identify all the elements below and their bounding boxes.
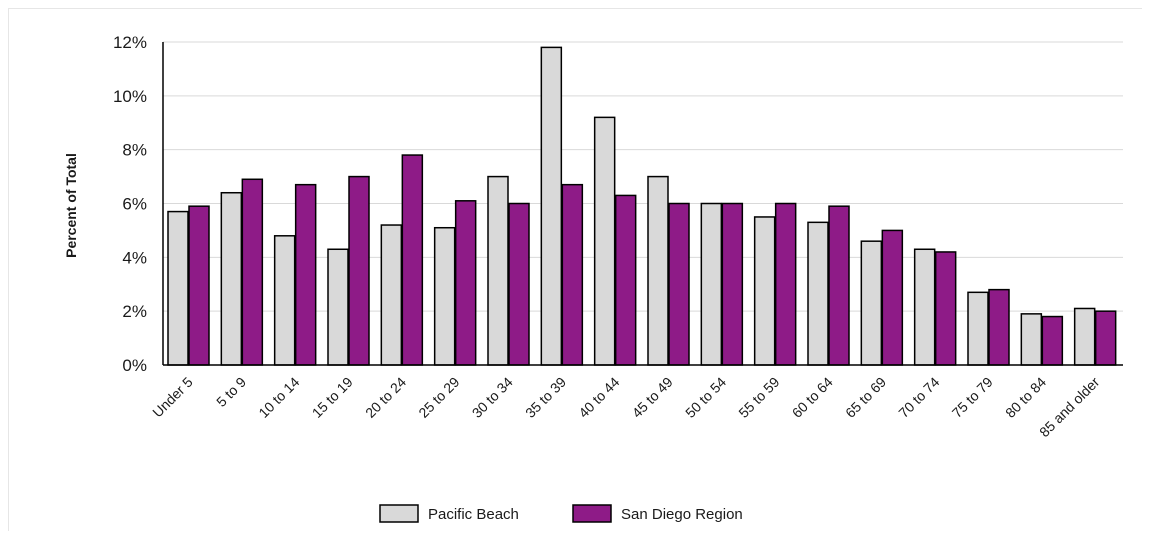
x-tick-label: 25 to 29 [415,374,462,421]
x-tick-label: 75 to 79 [949,374,996,421]
y-tick-label: 4% [122,248,147,267]
x-tick-label: 35 to 39 [522,374,569,421]
bar-pacific-beach [273,235,296,366]
bar-pacific-beach [967,291,989,366]
bar-pacific-beach [700,202,723,366]
bar-pacific-beach [540,46,563,366]
legend-swatch-pacific-beach [379,504,419,523]
y-tick-label: 8% [122,141,147,160]
bar-pacific-beach [380,224,403,366]
legend: Pacific Beach San Diego Region [379,504,743,523]
bar-pacific-beach [807,221,829,366]
x-tick-label: 5 to 9 [213,374,249,410]
bar-pacific-beach [647,175,669,366]
bar-san-diego-region [241,178,264,366]
bar-pacific-beach [220,191,243,366]
bar-san-diego-region [454,200,477,366]
bar-san-diego-region [401,154,424,366]
y-tick-label: 6% [122,195,147,214]
y-tick-label: 12% [113,33,147,52]
legend-label: Pacific Beach [428,506,519,523]
bar-pacific-beach [1020,313,1043,366]
y-tick-label: 0% [122,356,147,375]
legend-label: San Diego Region [621,506,743,523]
x-tick-label: 40 to 44 [575,374,622,421]
bar-san-diego-region [828,205,850,366]
bar-san-diego-region [561,183,584,366]
axes [162,42,1123,366]
bar-san-diego-region [614,194,637,366]
bar-san-diego-region [988,288,1010,366]
bar-san-diego-region [348,175,370,366]
bar-san-diego-region [668,202,690,366]
y-tick-label: 2% [122,302,147,321]
bar-san-diego-region [188,205,210,366]
x-tick-label: 10 to 14 [255,374,302,421]
bar-pacific-beach [913,248,936,366]
x-tick-label: 60 to 64 [789,374,836,421]
y-tick-label: 10% [113,87,147,106]
x-tick-label: Under 5 [149,374,196,421]
x-tick-label: 55 to 59 [735,374,782,421]
bar-pacific-beach [167,210,189,366]
bar-san-diego-region [721,202,744,366]
legend-swatch-san-diego-region [572,504,612,523]
y-axis-title: Percent of Total [63,153,79,258]
bar-pacific-beach [593,116,616,366]
x-tick-label: 70 to 74 [895,374,942,421]
y-axis-ticks: 0% 2% 4% 6% 8% 10% 12% [113,33,147,375]
bar-san-diego-region [934,251,957,366]
x-tick-label: 15 to 19 [309,374,356,421]
bar-pacific-beach [327,248,349,366]
bar-san-diego-region [294,183,317,366]
bar-pacific-beach [433,226,456,366]
x-tick-label: 80 to 84 [1002,374,1049,421]
bar-pacific-beach [1073,307,1096,366]
x-tick-label: 30 to 34 [469,374,516,421]
x-tick-label: 50 to 54 [682,374,729,421]
x-tick-label: 20 to 24 [362,374,409,421]
bar-san-diego-region [881,229,904,366]
bar-san-diego-region [1041,315,1064,366]
bar-pacific-beach [487,175,509,366]
x-tick-label: 45 to 49 [629,374,676,421]
bar-san-diego-region [1094,310,1117,366]
bar-san-diego-region [508,202,530,366]
bar-pacific-beach [753,216,776,366]
bar-san-diego-region [774,202,797,366]
x-tick-label: 65 to 69 [842,374,889,421]
gridlines [163,41,1123,312]
x-axis-labels: Under 5 5 to 9 10 to 14 15 to 19 20 to 24 25 … [149,374,1102,441]
bar-pacific-beach [860,240,883,366]
bars [167,46,1117,366]
